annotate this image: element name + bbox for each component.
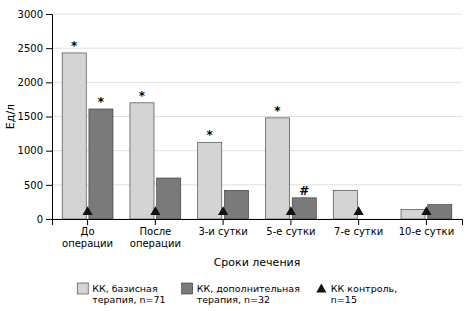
bar	[360, 219, 384, 220]
tick: 1000	[18, 145, 52, 156]
bar	[428, 205, 452, 219]
y-axis-title: Ед/л	[4, 104, 17, 129]
annotation: *	[207, 128, 214, 142]
y-axis: 0 500 1000 1500 2000 2500 3000	[18, 9, 53, 225]
tick-label: 3000	[18, 9, 43, 20]
bar-series	[62, 53, 425, 219]
annotation: *	[274, 104, 281, 118]
grid-line	[52, 150, 462, 151]
tick-mark	[223, 219, 224, 225]
tick-label: 0	[37, 214, 43, 225]
bar	[265, 118, 289, 219]
legend-swatch	[316, 284, 326, 293]
tick: Дооперации	[62, 219, 113, 249]
marker	[421, 206, 431, 215]
tick: 10-е сутки	[399, 219, 454, 237]
grid-line	[52, 82, 462, 83]
annotation: *	[139, 89, 146, 103]
bar	[333, 190, 357, 219]
bar-series	[89, 109, 452, 219]
bar	[198, 142, 222, 219]
tick-mark	[46, 14, 52, 15]
grid	[52, 14, 462, 219]
marker	[354, 206, 364, 215]
tick-mark	[358, 219, 359, 225]
tick: 3000	[18, 9, 52, 20]
marker	[82, 206, 92, 215]
tick: 1500	[18, 111, 52, 122]
legend-label: КК, дополнительнаятерапия, n=32	[197, 283, 300, 305]
tick-label: 1000	[18, 145, 43, 156]
marker	[286, 206, 296, 215]
tick: 500	[24, 180, 52, 191]
marks	[62, 53, 452, 219]
tick: 0	[37, 214, 52, 225]
x-axis: Дооперации Послеоперации 3-и сутки 5-е сутк…	[53, 219, 463, 249]
bar	[89, 109, 113, 219]
tick-mark	[46, 48, 52, 49]
tick-label: 7-е сутки	[334, 226, 383, 237]
tick: 2000	[18, 77, 52, 88]
tick: 2500	[18, 43, 52, 54]
axis-line	[53, 220, 463, 226]
tick-label: 2500	[18, 43, 43, 54]
tick: 7-е сутки	[334, 219, 383, 237]
legend: КК, базиснаятерапия, n=71 КК, дополнитель…	[77, 283, 397, 305]
annotation: *	[71, 39, 78, 53]
legend-entry: КК, дополнительнаятерапия, n=32	[182, 283, 300, 305]
annotation: #	[299, 184, 309, 198]
tick-mark	[155, 219, 156, 225]
bar	[224, 190, 248, 219]
marker-series	[82, 206, 431, 215]
tick: 3-и сутки	[198, 219, 247, 237]
grid-line	[52, 184, 462, 185]
tick-mark	[46, 82, 52, 83]
x-axis-title: Сроки лечения	[214, 256, 301, 269]
tick-label: 1500	[18, 111, 43, 122]
tick-mark	[46, 219, 52, 220]
tick-label: 2000	[18, 77, 43, 88]
grid-line	[52, 14, 462, 15]
tick-mark	[46, 151, 52, 152]
tick-label: 500	[24, 180, 43, 191]
tick-mark	[87, 219, 88, 225]
tick-label: Дооперации	[62, 226, 113, 249]
tick-label: 10-е сутки	[399, 226, 454, 237]
marker	[150, 206, 160, 215]
grid-line	[52, 116, 462, 117]
tick-label: 5-е сутки	[266, 226, 315, 237]
tick-label: 3-и сутки	[198, 226, 247, 237]
chart: * * * * * #0 500 1000 1500 2000 2500 3000 Дооперации…	[0, 0, 474, 311]
axis-line	[46, 15, 53, 220]
legend-label: КК контроль,n=15	[331, 283, 397, 305]
bar	[157, 178, 181, 219]
tick-mark	[46, 117, 52, 118]
annotation: *	[98, 95, 105, 109]
legend-label: КК, базиснаятерапия, n=71	[92, 283, 165, 305]
tick-label: Послеоперации	[130, 226, 181, 249]
marker	[218, 206, 228, 215]
plot: * * * * * #0 500 1000 1500 2000 2500 3000 Дооперации…	[18, 9, 463, 249]
grid-line	[52, 48, 462, 49]
legend-swatch	[77, 283, 88, 294]
bar	[292, 198, 316, 219]
annotations: * * * * * #	[71, 39, 309, 198]
tick: 5-е сутки	[266, 219, 315, 237]
legend-entry: КК, базиснаятерапия, n=71	[77, 283, 165, 305]
bar	[401, 209, 425, 219]
tick-mark	[46, 185, 52, 186]
tick-mark	[426, 219, 427, 225]
bar	[62, 53, 86, 219]
tick-mark	[290, 219, 291, 225]
legend-swatch	[182, 283, 193, 294]
tick: Послеоперации	[130, 219, 181, 249]
bar	[130, 103, 154, 219]
legend-entry: КК контроль,n=15	[316, 283, 397, 305]
